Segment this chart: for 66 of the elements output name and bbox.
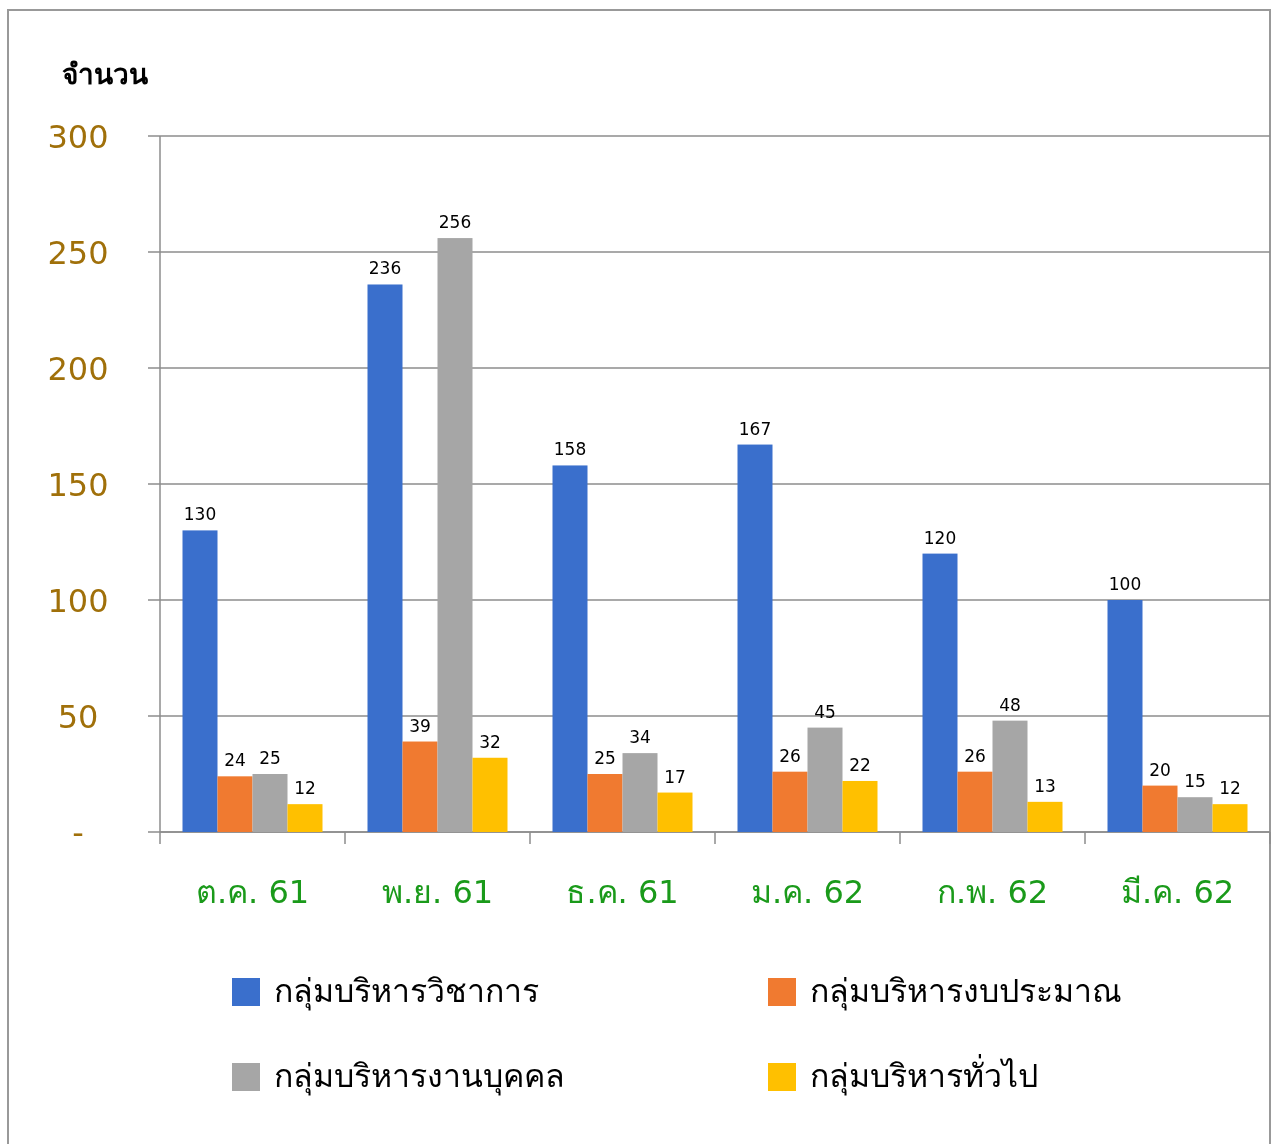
bar (472, 757, 508, 832)
data-label: 12 (1219, 778, 1241, 799)
y-tick-label: - (72, 814, 84, 852)
bar (402, 741, 438, 832)
data-label: 13 (1034, 775, 1056, 796)
data-label: 39 (409, 715, 431, 736)
data-label: 48 (999, 694, 1021, 715)
y-tick-label: 100 (47, 582, 109, 620)
bar (1177, 797, 1213, 832)
data-label: 25 (594, 748, 616, 768)
bar (1107, 600, 1143, 832)
x-tick-label: ก.พ. 62 (936, 873, 1049, 911)
data-label: 26 (779, 745, 801, 766)
x-tick-label: ต.ค. 61 (195, 873, 310, 911)
bar (367, 284, 403, 832)
legend-label: กลุ่มบริหารงบประมาณ (810, 972, 1122, 1011)
bar (287, 804, 323, 832)
x-tick-label: มี.ค. 62 (1120, 873, 1235, 911)
data-label: 45 (814, 701, 836, 722)
data-label: 26 (964, 745, 986, 766)
x-tick-label: ธ.ค. 61 (566, 873, 679, 911)
data-label: 130 (183, 504, 217, 525)
bar (807, 727, 843, 832)
legend-label: กลุ่มบริหารวิชาการ (274, 972, 539, 1011)
data-label: 15 (1184, 771, 1206, 792)
y-tick-label: 250 (47, 234, 109, 272)
bar (992, 720, 1028, 832)
x-tick-label: พ.ย. 61 (381, 873, 494, 911)
y-axis-title: จำนวน (62, 58, 148, 91)
y-tick-label: 200 (47, 350, 109, 388)
y-tick-label: 50 (57, 698, 99, 736)
data-label: 34 (629, 727, 651, 748)
data-label: 20 (1149, 759, 1171, 780)
data-label: 256 (438, 212, 472, 233)
bar (957, 771, 993, 832)
bar (922, 553, 958, 832)
bar (842, 780, 878, 832)
bar (622, 753, 658, 832)
bar (552, 465, 588, 832)
bar (587, 774, 623, 832)
data-label: 158 (553, 439, 587, 460)
data-label: 100 (1108, 574, 1142, 594)
bar (437, 238, 473, 832)
data-label: 22 (849, 754, 871, 775)
legend-label: กลุ่มบริหารทั่วไป (810, 1054, 1038, 1096)
bar (657, 792, 693, 832)
data-label: 17 (664, 766, 686, 787)
bar (252, 774, 288, 832)
data-label: 120 (923, 527, 957, 548)
y-tick-label: 150 (47, 466, 109, 504)
data-label: 25 (259, 748, 281, 768)
y-tick-label: 300 (47, 118, 109, 156)
bar (217, 776, 253, 832)
data-label: 236 (368, 258, 402, 279)
data-label: 24 (224, 750, 246, 771)
bar (772, 771, 808, 832)
bar (1027, 801, 1063, 832)
bar (1142, 785, 1178, 832)
bar (737, 444, 773, 832)
data-label: 32 (479, 731, 501, 752)
x-tick-label: ม.ค. 62 (750, 873, 865, 911)
bar (1212, 804, 1248, 832)
data-label: 12 (294, 778, 316, 799)
legend-label: กลุ่มบริหารงานบุคคล (274, 1057, 565, 1096)
data-label: 167 (738, 418, 772, 439)
bar (182, 530, 218, 832)
